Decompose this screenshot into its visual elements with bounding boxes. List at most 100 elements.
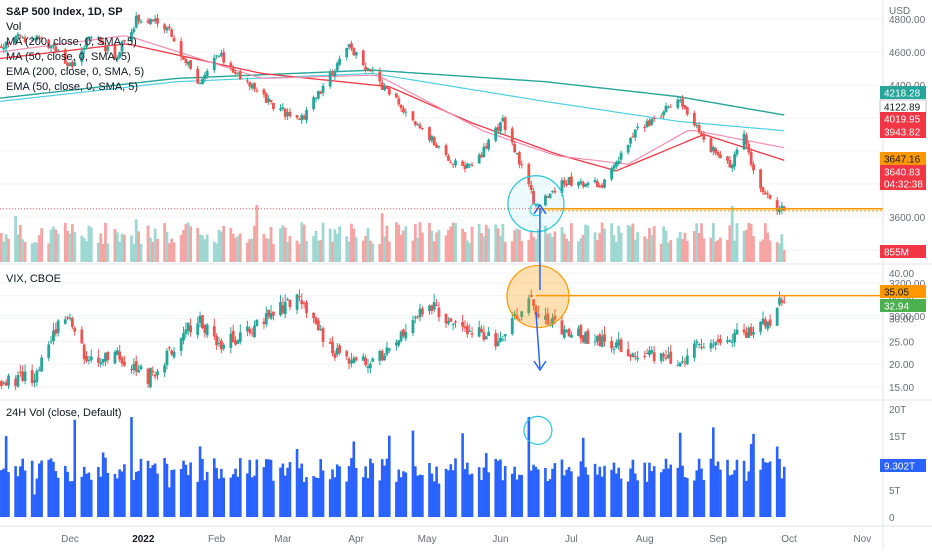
spx-candle xyxy=(345,48,348,57)
vol24h-bar xyxy=(563,475,566,517)
vol24h-bar xyxy=(485,453,488,517)
vol24h-bar xyxy=(315,478,318,517)
spx-candle xyxy=(281,107,284,109)
x-tick: Dec xyxy=(61,534,79,545)
vix-candle xyxy=(719,339,722,343)
vix-y-tick: 20.00 xyxy=(889,360,914,371)
vol24h-bar xyxy=(19,466,22,517)
vol24h-bar xyxy=(102,452,105,517)
vol24h-bar xyxy=(147,461,150,517)
vol24h-bar xyxy=(781,478,784,517)
vix-candles xyxy=(0,289,786,390)
vol24h-bar xyxy=(24,471,27,517)
vol24h-bar xyxy=(419,475,422,517)
vol24h-bar xyxy=(215,468,218,517)
vol24h-bar xyxy=(546,481,549,517)
vol24h-bar xyxy=(535,467,538,517)
vol24h-bar xyxy=(83,467,86,517)
spx-candle xyxy=(149,19,152,24)
spx-volume-bar xyxy=(769,240,772,262)
vol24h-bar xyxy=(220,469,223,517)
vol24h-bar xyxy=(729,475,732,517)
vol24h-bar xyxy=(386,459,389,517)
vix-candle xyxy=(173,352,176,358)
spx-candle xyxy=(140,21,143,22)
spx-candle xyxy=(736,149,739,154)
vix-candle xyxy=(695,341,698,343)
spx-volume-bar xyxy=(669,240,672,262)
vol24h-bar xyxy=(662,469,665,517)
vol24h-bar xyxy=(710,459,713,517)
spx-volume-bar xyxy=(752,236,755,262)
vol24h-bar xyxy=(598,467,601,517)
spx-volume-bars xyxy=(0,205,786,262)
vol24h-bar xyxy=(55,471,58,517)
spx-candle xyxy=(511,128,514,142)
vol24h-bar xyxy=(594,464,597,517)
spx-candle xyxy=(296,115,299,118)
vol24h-bar xyxy=(52,462,55,517)
spx-volume-bar xyxy=(305,241,308,262)
vix-candle xyxy=(317,320,320,330)
spx-volume-bar xyxy=(123,235,126,262)
spx-candle xyxy=(272,103,275,109)
spx-volume-bar xyxy=(686,241,689,262)
vol24h-bar xyxy=(629,468,632,517)
spx-candle xyxy=(322,86,325,93)
spx-candle xyxy=(137,15,140,21)
vix-y-tick: 25.00 xyxy=(889,337,914,348)
spx-candle xyxy=(471,165,474,166)
vol24h-bar xyxy=(279,467,282,517)
vol24h-bar xyxy=(698,459,701,517)
vol24h-bar xyxy=(71,481,74,517)
vol24h-bar xyxy=(140,459,143,517)
vol24h-bar xyxy=(759,470,762,517)
vix-candle xyxy=(712,345,715,346)
vix-candle xyxy=(570,335,573,338)
x-tick: 2022 xyxy=(132,534,155,545)
spx-volume-bar xyxy=(156,239,159,262)
vol24h-bar xyxy=(601,477,604,517)
vix-candle xyxy=(140,366,143,369)
vol24h-bar xyxy=(577,477,580,517)
spx-volume-bar xyxy=(454,223,457,262)
spx-candle xyxy=(338,59,341,65)
vix-candle xyxy=(166,351,169,365)
vol24h-bar xyxy=(431,474,434,517)
vol24h-bar xyxy=(693,481,696,517)
vix-candle xyxy=(57,321,60,333)
spx-candle xyxy=(412,111,415,120)
vol24h-bar xyxy=(544,468,547,517)
vol24h-bar xyxy=(620,479,623,517)
vix-high-circle xyxy=(507,266,569,328)
vix-candle xyxy=(461,322,464,327)
vol24h-bar xyxy=(494,459,497,517)
spx-volume-bar xyxy=(719,238,722,262)
spx-price-tag: 3647.16 xyxy=(880,152,926,166)
vol24h-bar xyxy=(610,470,613,517)
vol24h-bar xyxy=(726,460,729,517)
indicator-vol: Vol xyxy=(6,21,21,33)
vol24h-bar xyxy=(187,475,190,517)
vol24h-bar xyxy=(412,431,415,517)
spx-candle xyxy=(253,83,256,89)
vol24h-bar xyxy=(681,466,684,517)
vix-candle xyxy=(17,375,20,387)
spx-candle xyxy=(421,128,424,129)
vol24h-bar xyxy=(133,480,136,517)
vol24h-bar xyxy=(684,477,687,517)
spx-candle xyxy=(634,129,637,137)
vol24h-value-tag: 9.302T xyxy=(880,459,926,473)
vol24h-bar xyxy=(104,458,107,517)
vol24h-bar xyxy=(173,469,176,517)
vol24h-bar xyxy=(447,470,450,517)
vix-title: VIX, CBOE xyxy=(6,273,61,285)
vix-candle xyxy=(284,302,287,314)
vix-candle xyxy=(686,356,689,365)
spx-candle xyxy=(395,93,398,97)
spx-volume-bar xyxy=(636,232,639,262)
vol24h-bar xyxy=(686,478,689,517)
spx-candle xyxy=(449,162,452,163)
x-tick: Aug xyxy=(636,534,654,545)
